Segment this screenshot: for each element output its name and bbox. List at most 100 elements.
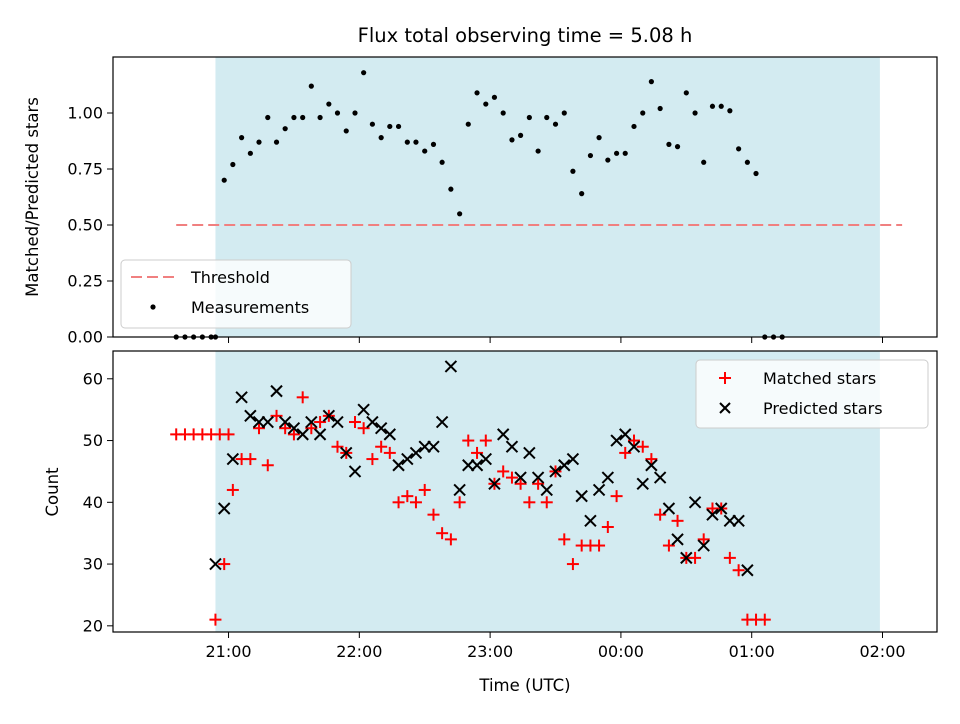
measurement-point — [622, 150, 628, 156]
measurement-point — [282, 126, 288, 132]
top-legend: Threshold Measurements — [120, 259, 352, 329]
measurement-point — [605, 157, 611, 163]
measurement-point — [247, 150, 253, 156]
matched-star-point — [427, 508, 440, 521]
legend-matched-swatch — [719, 372, 731, 384]
predicted-star-point — [392, 459, 405, 472]
matched-star-point — [209, 613, 222, 626]
x-tick-label: 21:00 — [205, 642, 251, 661]
measurement-point — [404, 139, 410, 145]
predicted-star-point — [462, 459, 475, 472]
predicted-star-point — [592, 483, 606, 497]
predicted-star-point — [514, 471, 527, 484]
measurement-point — [413, 139, 419, 145]
predicted-star-point — [732, 514, 745, 528]
predicted-star-point — [226, 452, 240, 466]
x-tick-label: 00:00 — [598, 642, 644, 661]
matched-star-point — [758, 613, 771, 626]
top-y-ticks: 0.00 0.25 0.50 0.75 1.00 — [67, 104, 113, 347]
measurement-point — [465, 121, 471, 127]
top-y-tick-label: 0.50 — [67, 216, 103, 235]
measurement-point — [439, 159, 445, 165]
legend-measurements-label: Measurements — [191, 298, 309, 317]
legend-predicted-label: Predicted stars — [763, 399, 883, 418]
predicted-star-point — [505, 440, 519, 453]
predicted-star-point — [610, 434, 623, 447]
measurement-point — [300, 114, 306, 121]
predicted-star-point — [531, 471, 545, 484]
matched-star-point — [218, 558, 231, 571]
measurement-point — [736, 146, 742, 152]
predicted-star-point — [575, 489, 588, 503]
matched-star-point — [401, 490, 414, 503]
predicted-star-point — [287, 421, 301, 435]
matched-star-point — [505, 471, 518, 484]
matched-star-point — [392, 496, 405, 509]
bottom-y-tick-label: 60 — [83, 369, 103, 388]
matched-star-point — [418, 483, 431, 496]
measurement-point — [317, 114, 323, 121]
top-y-tick-label: 0.75 — [67, 160, 103, 179]
predicted-star-point — [409, 446, 423, 460]
matched-star-point — [636, 440, 649, 453]
measurement-point — [273, 139, 280, 145]
predicted-star-point — [444, 360, 458, 373]
measurement-point — [256, 139, 262, 145]
predicted-star-point — [496, 428, 510, 441]
bottom-y-tick-label: 50 — [83, 431, 103, 450]
predicted-star-point — [322, 409, 336, 423]
matched-star-point — [610, 490, 623, 503]
measurement-point — [570, 168, 576, 174]
measurement-point — [448, 186, 454, 192]
predicted-star-point — [584, 514, 597, 528]
bottom-axes-frame — [112, 350, 938, 633]
matched-stars-series — [170, 391, 771, 626]
predicted-star-point — [601, 471, 615, 484]
measurement-point — [596, 135, 602, 141]
predicted-star-point — [313, 428, 327, 441]
predicted-star-point — [645, 459, 658, 472]
matched-star-point — [444, 533, 457, 546]
predicted-star-point — [218, 502, 231, 515]
top-axes-frame — [112, 56, 938, 338]
matched-star-point — [593, 539, 606, 552]
predicted-star-point — [549, 465, 562, 478]
predicted-star-point — [244, 409, 257, 423]
measurement-point — [552, 121, 559, 127]
predicted-star-point — [566, 452, 580, 466]
top-y-tick-label: 0.25 — [67, 272, 103, 291]
measurement-point — [239, 135, 245, 141]
measurement-point — [387, 123, 393, 130]
measurement-point — [361, 70, 367, 76]
legend-threshold-label: Threshold — [190, 268, 270, 287]
matched-star-point — [244, 453, 257, 466]
measurement-point — [265, 114, 271, 121]
measurement-point — [526, 114, 532, 121]
matched-star-point — [671, 514, 684, 527]
matched-star-point — [279, 422, 292, 435]
predicted-star-point — [479, 452, 493, 466]
predicted-star-point — [209, 557, 222, 571]
predicted-star-point — [523, 446, 536, 460]
bottom-y-ticks: 20 30 40 50 60 — [83, 369, 113, 635]
measurement-point — [683, 90, 689, 96]
predicted-star-point — [619, 428, 632, 441]
matched-star-point — [436, 527, 449, 540]
predicted-star-point — [348, 465, 362, 478]
predicted-star-point — [540, 483, 553, 497]
predicted-star-point — [357, 403, 370, 416]
measurement-point — [631, 123, 637, 130]
bottom-y-tick-label: 20 — [83, 616, 103, 635]
measurement-point — [692, 110, 698, 116]
matched-star-point — [497, 465, 510, 478]
measurement-point — [509, 137, 515, 143]
measurement-point — [378, 135, 384, 141]
matched-star-point — [645, 453, 658, 466]
predicted-star-point — [383, 428, 397, 441]
predicted-star-point — [680, 551, 693, 565]
predicted-star-point — [261, 415, 274, 429]
predicted-star-point — [741, 564, 754, 577]
predicted-star-point — [627, 440, 641, 453]
measurement-point — [308, 83, 314, 89]
